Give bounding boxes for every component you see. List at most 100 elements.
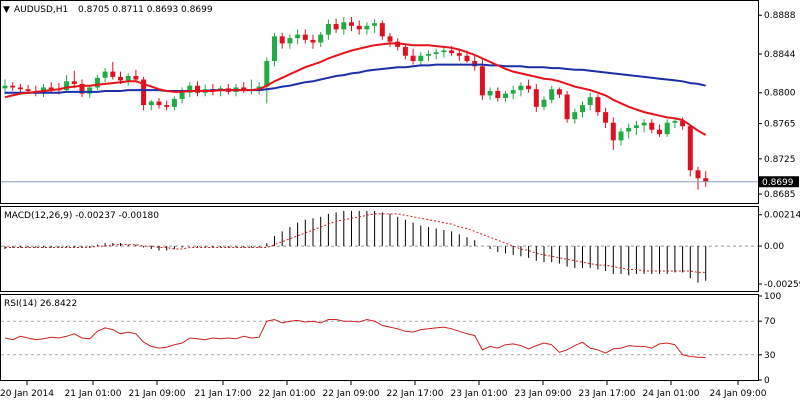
candle-body (272, 36, 277, 62)
time-tick-label: 24 Jan 09:00 (710, 389, 767, 399)
candle-body (433, 52, 439, 54)
candle-body (118, 76, 123, 81)
candle-body (48, 87, 54, 90)
candle-body (279, 36, 285, 44)
candle-body (541, 99, 547, 107)
candle-body (572, 112, 578, 120)
rsi-axis: 100 70 30 0 (1, 292, 781, 386)
candle-body (703, 178, 709, 182)
price-tick-label: 0.8888 (764, 11, 796, 21)
rsi-tick-label: 0 (764, 376, 770, 386)
time-tick-label: 22 Jan 09:00 (323, 389, 380, 399)
candle-body (156, 101, 162, 106)
price-tick-label: 0.8685 (764, 190, 796, 200)
candle-body (556, 89, 562, 95)
macd-layer (4, 210, 707, 283)
candle-body (626, 127, 632, 132)
candle-body (287, 38, 293, 44)
ma-fast-line (4, 42, 707, 136)
candle-body (102, 71, 108, 78)
candle-body (464, 55, 470, 62)
candle-body (410, 55, 416, 62)
candle-body (125, 76, 131, 81)
candle-body (310, 39, 316, 43)
candle-body (241, 87, 247, 91)
time-axis: 20 Jan 2014 21 Jan 01:00 21 Jan 09:00 21 Ja… (0, 381, 767, 399)
time-tick-label: 21 Jan 09:00 (129, 389, 186, 399)
time-tick-label: 21 Jan 17:00 (195, 389, 252, 399)
rsi-layer (4, 318, 706, 358)
rsi-tick-label: 70 (764, 317, 776, 327)
candle-body (503, 93, 508, 99)
candle-body (71, 81, 77, 84)
candle-body (518, 85, 524, 91)
price-panel-frame (0, 0, 759, 204)
rsi-label: RSI(14) 26.8422 (4, 299, 77, 309)
macd-label: MACD(12,26,9) -0.00237 -0.00180 (4, 211, 159, 221)
candle-body (418, 55, 424, 62)
candle-body (333, 24, 339, 30)
candle-body (603, 112, 609, 123)
ma-slow-line (5, 63, 706, 94)
candle-body (449, 50, 455, 54)
candle-body (133, 76, 139, 80)
time-tick-label: 22 Jan 17:00 (387, 389, 444, 399)
candle-body (171, 98, 177, 107)
candle-body (256, 86, 262, 90)
time-tick-label: 24 Jan 01:00 (643, 389, 700, 399)
candle-body (10, 85, 16, 88)
macd-axis: 0.00214 0.00 -0.00259 (1, 211, 800, 290)
candle-body (479, 66, 485, 96)
candle-body (25, 89, 31, 91)
time-tick-label: 21 Jan 01:00 (65, 389, 122, 399)
candle-body (657, 129, 662, 135)
candle-body (64, 81, 70, 91)
candle-body (341, 22, 347, 30)
candle-body (533, 89, 539, 107)
price-tick-label: 0.8765 (764, 120, 796, 130)
candles-layer (2, 16, 709, 190)
rsi-panel-frame (0, 294, 759, 381)
candle-body (510, 90, 516, 94)
time-tick-label: 23 Jan 17:00 (579, 389, 636, 399)
candle-body (680, 120, 686, 127)
dropdown-arrow-icon[interactable]: ▼ (3, 5, 10, 15)
macd-tick-label: 0.00214 (764, 211, 800, 221)
macd-signal-line (5, 213, 706, 273)
candle-body (2, 85, 8, 89)
candle-body (633, 125, 639, 128)
time-tick-label: 20 Jan 2014 (0, 389, 54, 399)
candle-body (264, 61, 270, 87)
candle-body (87, 87, 93, 94)
candle-body (672, 120, 678, 123)
candle-body (549, 89, 555, 100)
macd-tick-label: -0.00259 (764, 280, 800, 290)
candle-body (356, 25, 362, 30)
candle-body (179, 92, 185, 99)
candle-body (318, 34, 324, 43)
candle-body (580, 105, 585, 113)
rsi-tick-label: 100 (764, 292, 781, 302)
candle-body (187, 85, 193, 93)
candle-body (387, 36, 393, 42)
price-axis: 0.8888 0.8844 0.8800 0.8765 0.8725 0.8685 (758, 11, 796, 200)
candle-body (695, 170, 701, 179)
time-tick-label: 23 Jan 01:00 (451, 389, 508, 399)
candle-body (456, 53, 462, 56)
candle-body (495, 90, 501, 99)
candle-body (587, 97, 593, 106)
candle-body (687, 126, 693, 171)
candle-body (94, 77, 100, 88)
rsi-tick-label: 30 (764, 351, 776, 361)
symbol-label: AUDUSD,H1 (14, 5, 68, 15)
candle-body (17, 87, 23, 90)
candle-body (164, 105, 170, 107)
moving-averages-layer (4, 42, 707, 136)
last-price-label: 0.8699 (762, 178, 794, 188)
candle-body (364, 25, 370, 30)
candle-body (664, 122, 670, 135)
price-tick-label: 0.8800 (764, 89, 796, 99)
candle-body (426, 53, 431, 56)
rsi-line (4, 318, 706, 358)
